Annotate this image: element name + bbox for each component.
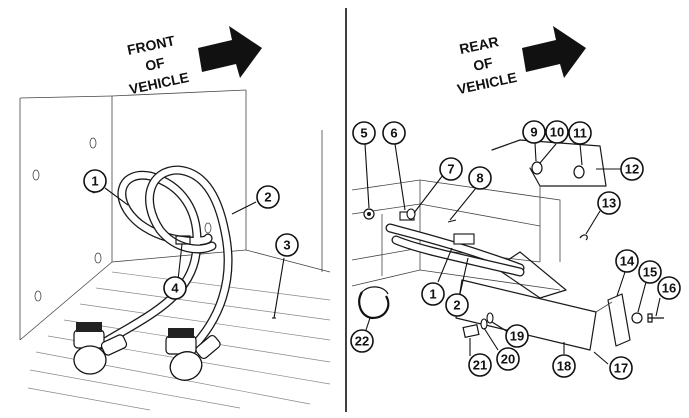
rear-label-line-2: OF [472,54,495,74]
svg-text:16: 16 [662,281,676,296]
callout-8: 8 [468,166,492,190]
svg-text:2: 2 [453,298,460,313]
svg-text:10: 10 [550,125,564,140]
callout-12: 12 [620,157,644,181]
svg-text:13: 13 [602,196,616,211]
svg-text:21: 21 [473,358,487,373]
svg-text:14: 14 [620,254,635,269]
callout-11: 11 [568,121,592,145]
left-panel: FRONT OF VEHICLE [19,26,331,411]
svg-text:4: 4 [171,281,179,296]
callout-21: 21 [468,353,492,377]
front-direction-arrow-icon [198,26,262,78]
callout-2-right: 2 [445,293,469,317]
svg-text:2: 2 [264,190,271,205]
callout-5: 5 [352,121,376,145]
callout-10: 10 [545,120,569,144]
callout-6: 6 [382,121,406,145]
svg-text:19: 19 [510,329,524,344]
rear-direction-arrow-icon [522,26,586,78]
svg-text:9: 9 [530,125,537,140]
rear-label-line-3: VEHICLE [456,69,519,97]
callout-20: 20 [496,347,520,371]
svg-text:1: 1 [91,174,98,189]
front-label-line-1: FRONT [126,32,177,58]
left-coupling [73,322,128,375]
callout-18: 18 [552,354,576,378]
svg-text:8: 8 [476,171,483,186]
svg-text:7: 7 [447,162,454,177]
svg-text:17: 17 [614,361,628,376]
svg-text:1: 1 [429,287,436,302]
svg-text:15: 15 [643,265,657,280]
hose-clip [175,235,191,245]
callout-17: 17 [609,356,633,380]
callout-1-right: 1 [421,282,445,306]
bracket-part [607,293,631,347]
callout-19: 19 [505,324,529,348]
svg-text:20: 20 [501,352,515,367]
front-label-line-2: OF [144,54,167,74]
callout-13: 13 [597,191,621,215]
callout-4-left: 4 [163,276,187,300]
callout-16: 16 [657,276,681,300]
callout-14: 14 [615,249,639,273]
right-hose-assembly [385,223,525,277]
callout-2-left: 2 [256,185,280,209]
svg-text:11: 11 [573,126,587,141]
callout-1-left: 1 [83,169,107,193]
svg-text:12: 12 [625,162,639,177]
callout-9: 9 [522,120,546,144]
rear-label-line-1: REAR [458,33,500,57]
svg-text:6: 6 [390,126,397,141]
right-coupling [165,328,221,381]
callout-22: 22 [350,329,374,353]
callout-3-left: 3 [275,233,299,257]
svg-text:3: 3 [283,238,290,253]
callout-7: 7 [439,157,463,181]
svg-text:18: 18 [557,359,571,374]
callout-15: 15 [638,260,662,284]
fasteners [358,161,664,339]
svg-text:5: 5 [360,126,367,141]
svg-text:22: 22 [355,334,369,349]
